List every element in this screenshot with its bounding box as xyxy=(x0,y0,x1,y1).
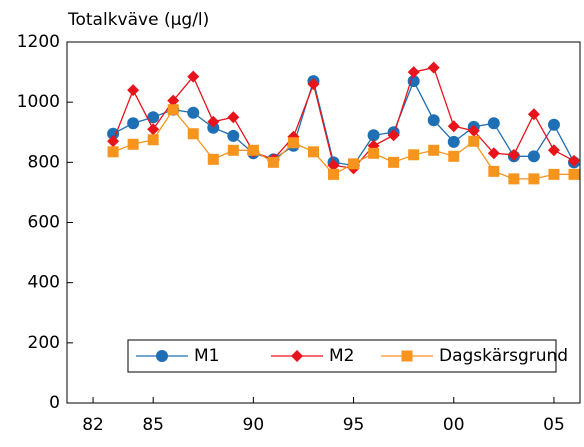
data-point xyxy=(207,115,220,128)
x-tick-label: 05 xyxy=(543,415,565,435)
legend-marker xyxy=(291,350,303,362)
data-point xyxy=(227,111,240,124)
data-point xyxy=(287,137,299,149)
series-line xyxy=(112,78,575,167)
y-tick-label: 1000 xyxy=(17,92,60,112)
data-point xyxy=(167,104,179,116)
data-point xyxy=(247,144,259,156)
chart-title: Totalkväve (µg/l) xyxy=(67,10,209,30)
data-point xyxy=(187,70,200,83)
data-point xyxy=(407,66,420,79)
data-point xyxy=(407,75,420,88)
data-point xyxy=(568,168,580,180)
data-point xyxy=(127,138,139,150)
y-tick-label: 1200 xyxy=(17,32,60,52)
series-line xyxy=(112,108,574,180)
x-tick-label: 82 xyxy=(82,415,104,435)
data-point xyxy=(107,127,120,140)
data-point xyxy=(368,147,380,159)
data-point xyxy=(207,121,220,134)
data-point xyxy=(408,149,420,161)
data-point xyxy=(447,120,460,133)
data-point xyxy=(527,108,540,121)
data-point xyxy=(307,146,319,158)
data-point xyxy=(207,153,219,165)
data-point xyxy=(527,150,540,163)
legend-marker xyxy=(401,350,413,362)
y-tick-label: 200 xyxy=(28,333,60,353)
data-point xyxy=(507,148,520,161)
data-point xyxy=(107,135,120,148)
data-point xyxy=(508,173,520,185)
data-point xyxy=(448,150,460,162)
data-point xyxy=(487,147,500,160)
data-point xyxy=(467,124,480,137)
data-point xyxy=(427,61,440,74)
y-tick-label: 400 xyxy=(28,273,60,293)
data-point xyxy=(567,154,580,167)
data-point xyxy=(167,94,180,107)
x-tick-label: 85 xyxy=(142,415,164,435)
data-point xyxy=(267,156,279,168)
data-point xyxy=(227,129,240,142)
data-point xyxy=(348,158,360,170)
data-point xyxy=(147,111,160,124)
series-line xyxy=(112,66,575,170)
data-point xyxy=(547,118,560,131)
x-tick-label: 00 xyxy=(443,415,465,435)
data-point xyxy=(147,134,159,146)
data-point xyxy=(307,78,320,91)
y-tick-label: 800 xyxy=(28,152,60,172)
legend-label: M1 xyxy=(194,346,219,366)
data-point xyxy=(468,135,480,147)
data-point xyxy=(147,123,160,136)
y-tick-label: 0 xyxy=(49,393,60,413)
data-point xyxy=(487,117,500,130)
legend-label: Dagskärsgrund xyxy=(439,346,568,366)
data-point xyxy=(548,168,560,180)
legend-marker xyxy=(156,350,168,362)
data-point xyxy=(187,106,200,119)
x-tick-label: 95 xyxy=(343,415,365,435)
y-tick-label: 600 xyxy=(28,213,60,233)
legend-label: M2 xyxy=(329,346,354,366)
data-point xyxy=(187,128,199,140)
data-point xyxy=(327,159,340,172)
data-point xyxy=(127,84,140,97)
data-point xyxy=(127,117,140,130)
data-point xyxy=(367,129,380,142)
legend-box xyxy=(127,339,557,373)
data-point xyxy=(328,168,340,180)
data-point xyxy=(107,146,119,158)
data-point xyxy=(428,144,440,156)
data-point xyxy=(528,173,540,185)
data-point xyxy=(488,165,500,177)
data-point xyxy=(227,144,239,156)
data-point xyxy=(388,156,400,168)
data-point xyxy=(447,135,460,148)
data-point xyxy=(427,114,440,127)
data-point xyxy=(547,144,560,157)
x-tick-label: 90 xyxy=(243,415,265,435)
data-point xyxy=(387,129,400,142)
